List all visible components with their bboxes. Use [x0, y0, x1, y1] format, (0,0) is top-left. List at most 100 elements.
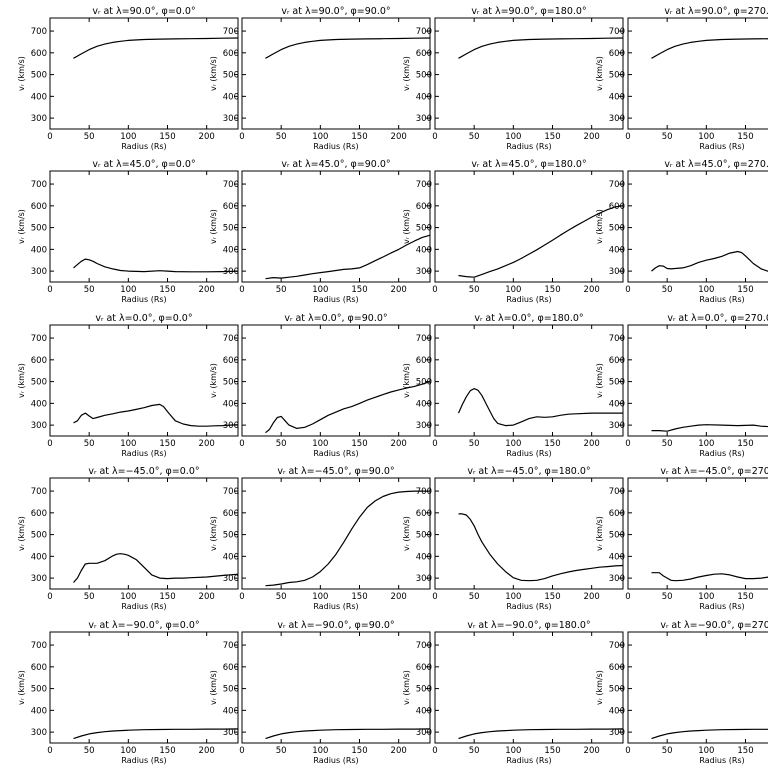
y-tick-label: 700: [31, 487, 47, 497]
plot-frame: [49, 17, 239, 130]
x-tick-label: 50: [662, 439, 673, 449]
y-axis-label: vᵣ (km/s): [595, 363, 604, 398]
subplot-title: vᵣ at λ=−90.0°, φ=0.0°: [88, 620, 199, 631]
x-tick-label: 100: [120, 439, 136, 449]
series-line: [265, 728, 431, 740]
subplot: vᵣ at λ=0.0°, φ=0.0° 0 50 100 150 200 300 400 50…: [17, 313, 239, 458]
series-line: [73, 403, 239, 427]
x-tick-label: 150: [544, 132, 560, 142]
y-tick-label: 300: [223, 267, 239, 277]
x-tick-label: 50: [84, 592, 95, 602]
plot-frame: [434, 324, 624, 437]
plot-frame: [241, 324, 431, 437]
series-line: [457, 388, 623, 427]
subplot-title: vᵣ at λ=0.0°, φ=90.0°: [284, 313, 387, 324]
y-tick-label: 300: [223, 574, 239, 584]
plot-frame: [627, 324, 768, 437]
subplot: vᵣ at λ=90.0°, φ=180.0° 0 50 100 150 200 300 40…: [402, 6, 624, 151]
series-line: [458, 37, 624, 59]
y-axis-label: vᵣ (km/s): [209, 516, 218, 551]
x-axis-label: Radius (Rs): [506, 756, 551, 765]
x-tick-label: 0: [432, 285, 437, 295]
x-tick-label: 150: [544, 439, 560, 449]
y-axis-label: vᵣ (km/s): [17, 670, 26, 705]
y-tick-label: 500: [223, 685, 239, 695]
x-axis-label: Radius (Rs): [121, 756, 166, 765]
x-tick-label: 150: [351, 746, 367, 756]
x-tick-label: 0: [239, 746, 244, 756]
series-line: [651, 250, 768, 272]
x-tick-label: 150: [737, 132, 753, 142]
x-tick-label: 150: [159, 439, 175, 449]
subplot-title: vᵣ at λ=−45.0°, φ=90.0°: [277, 466, 394, 477]
x-tick-label: 150: [159, 592, 175, 602]
y-axis-label: vᵣ (km/s): [17, 56, 26, 91]
y-tick-label: 300: [416, 267, 432, 277]
subplot: vᵣ at λ=45.0°, φ=0.0° 0 50 100 150 200 300 400 5…: [17, 159, 239, 304]
x-tick-label: 150: [544, 746, 560, 756]
x-tick-label: 0: [47, 132, 52, 142]
subplot-title: vᵣ at λ=45.0°, φ=90.0°: [281, 159, 390, 170]
y-tick-label: 300: [223, 728, 239, 738]
y-axis-label: vᵣ (km/s): [17, 516, 26, 551]
plot-frame: [49, 324, 239, 437]
y-tick-label: 400: [416, 399, 432, 409]
y-axis-label: vᵣ (km/s): [402, 363, 411, 398]
plot-frame: [49, 170, 239, 283]
subplot: vᵣ at λ=−45.0°, φ=90.0° 0 50 100 150 200 300 40…: [209, 466, 431, 611]
plot-frame: [627, 631, 768, 744]
y-tick-label: 500: [416, 378, 432, 388]
y-tick-label: 500: [223, 378, 239, 388]
x-tick-label: 100: [505, 132, 521, 142]
x-tick-label: 150: [159, 285, 175, 295]
subplot-title: vᵣ at λ=45.0°, φ=0.0°: [92, 159, 195, 170]
x-axis-label: Radius (Rs): [121, 142, 166, 151]
y-tick-label: 500: [31, 378, 47, 388]
x-tick-label: 100: [120, 132, 136, 142]
x-axis-label: Radius (Rs): [506, 602, 551, 611]
x-tick-label: 0: [625, 592, 630, 602]
x-tick-label: 50: [469, 132, 480, 142]
y-tick-label: 700: [609, 641, 625, 651]
x-tick-label: 200: [199, 132, 215, 142]
x-tick-label: 0: [239, 285, 244, 295]
x-tick-label: 50: [84, 285, 95, 295]
subplot: vᵣ at λ=−90.0°, φ=180.0° 0 50 100 150 200 300 4…: [402, 620, 624, 765]
y-tick-label: 600: [31, 49, 47, 59]
y-tick-label: 400: [223, 706, 239, 716]
y-tick-label: 600: [609, 356, 625, 366]
plot-frame: [241, 170, 431, 283]
y-tick-label: 400: [416, 706, 432, 716]
series-line: [265, 234, 431, 280]
y-tick-label: 500: [31, 685, 47, 695]
y-tick-label: 400: [223, 245, 239, 255]
y-tick-label: 400: [609, 245, 625, 255]
x-tick-label: 150: [351, 439, 367, 449]
x-tick-label: 100: [312, 746, 328, 756]
y-tick-label: 700: [609, 334, 625, 344]
plot-frame: [627, 17, 768, 130]
y-tick-label: 700: [31, 334, 47, 344]
x-tick-label: 200: [391, 285, 407, 295]
plot-frame: [241, 17, 431, 130]
series-line: [651, 728, 768, 740]
x-axis-label: Radius (Rs): [313, 142, 358, 151]
y-tick-label: 300: [416, 421, 432, 431]
x-axis-label: Radius (Rs): [699, 449, 744, 458]
plot-frame: [627, 170, 768, 283]
subplot: vᵣ at λ=−45.0°, φ=270.0°0501001502003004…: [595, 466, 768, 611]
y-tick-label: 500: [223, 224, 239, 234]
y-tick-label: 700: [416, 641, 432, 651]
y-tick-label: 700: [31, 180, 47, 190]
x-tick-label: 100: [505, 592, 521, 602]
y-tick-label: 700: [609, 487, 625, 497]
y-tick-label: 300: [609, 728, 625, 738]
x-tick-label: 150: [159, 746, 175, 756]
y-tick-label: 600: [416, 509, 432, 519]
y-tick-label: 300: [223, 114, 239, 124]
y-tick-label: 400: [31, 399, 47, 409]
y-tick-label: 500: [416, 685, 432, 695]
x-axis-label: Radius (Rs): [699, 602, 744, 611]
plot-frame: [434, 631, 624, 744]
x-tick-label: 100: [312, 285, 328, 295]
